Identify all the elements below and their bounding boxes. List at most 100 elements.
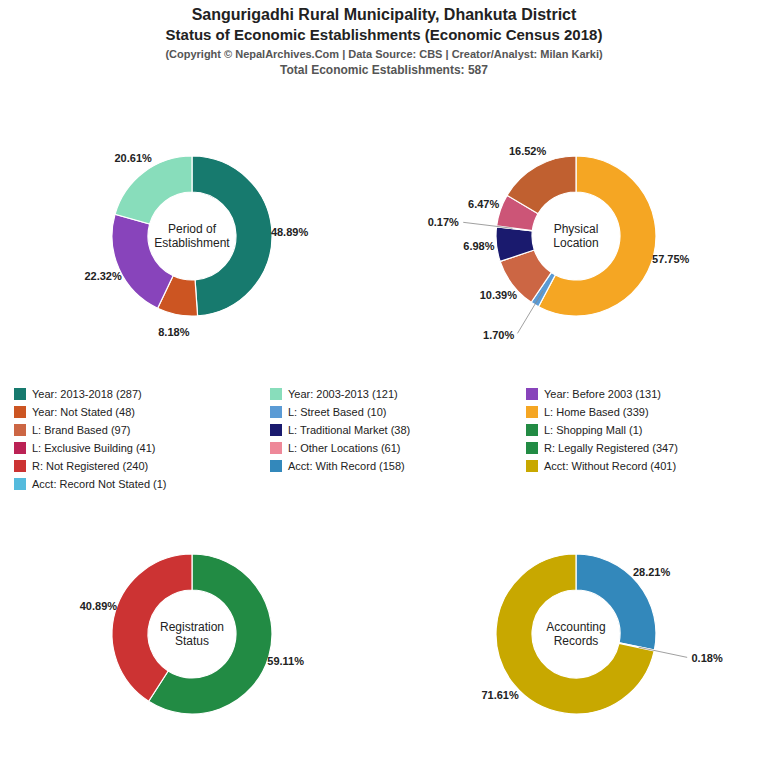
data-label: 20.61%	[114, 152, 152, 164]
data-labels: 57.75%1.70%10.39%6.98%0.17%6.47%16.52%	[428, 145, 690, 341]
data-label: 71.61%	[481, 689, 519, 701]
legend-label: R: Not Registered (240)	[32, 460, 148, 472]
legend-label: R: Legally Registered (347)	[544, 442, 678, 454]
legend-label: L: Street Based (10)	[288, 406, 386, 418]
legend-item: Acct: Without Record (401)	[526, 460, 676, 472]
legend-item: L: Street Based (10)	[270, 406, 386, 418]
slice	[496, 227, 534, 262]
legend-swatch	[526, 442, 538, 454]
leader-line	[463, 222, 512, 228]
center-label-line: Physical	[554, 222, 599, 236]
center-label-line: Period of	[168, 222, 217, 236]
legend-swatch	[14, 388, 26, 400]
donut-chart: AccountingRecords 28.21% 0.18% 71.61%	[481, 554, 723, 714]
legend-label: L: Brand Based (97)	[32, 424, 130, 436]
legend-item: L: Traditional Market (38)	[270, 424, 410, 436]
legend-label: Acct: Record Not Stated (1)	[32, 478, 167, 490]
data-label: 1.70%	[483, 329, 514, 341]
data-label: 0.17%	[428, 216, 459, 228]
legend-swatch	[14, 406, 26, 418]
slices	[112, 156, 272, 316]
data-label: 0.18%	[692, 652, 723, 664]
legend-label: L: Other Locations (61)	[288, 442, 401, 454]
data-label: 22.32%	[84, 270, 122, 282]
slice	[507, 156, 576, 214]
data-labels: 48.89% 8.18% 22.32% 20.61%	[84, 152, 308, 338]
legend-swatch	[526, 424, 538, 436]
legend-label: L: Exclusive Building (41)	[32, 442, 156, 454]
legend-label: Year: 2013-2018 (287)	[32, 388, 142, 400]
center-label-line: Accounting	[546, 620, 605, 634]
data-label: 6.98%	[463, 240, 494, 252]
annotation: (Copyright © NepalArchives.Com | Data So…	[165, 48, 603, 60]
legend-item: Acct: With Record (158)	[270, 460, 405, 472]
legend-item: Year: Before 2003 (131)	[526, 388, 661, 400]
legend-label: Year: 2003-2013 (121)	[288, 388, 398, 400]
data-label: 40.89%	[80, 600, 118, 612]
legend-item: Year: Not Stated (48)	[14, 406, 135, 418]
legend-label: Acct: With Record (158)	[288, 460, 405, 472]
legend-swatch	[14, 478, 26, 490]
legend-item: Year: 2003-2013 (121)	[270, 388, 398, 400]
leader-line	[639, 647, 688, 657]
center-label-line: Registration	[160, 620, 224, 634]
legend-item: L: Home Based (339)	[526, 406, 649, 418]
legend-swatch	[526, 460, 538, 472]
center-label: Period ofEstablishment	[154, 222, 230, 250]
slice	[496, 554, 654, 714]
legend-label: L: Home Based (339)	[544, 406, 649, 418]
legend-swatch	[270, 406, 282, 418]
legend-item: R: Not Registered (240)	[14, 460, 148, 472]
data-label: 6.47%	[468, 198, 499, 210]
data-label: 16.52%	[509, 145, 547, 157]
slice	[115, 156, 192, 224]
center-label: AccountingRecords	[546, 620, 605, 648]
legend-swatch	[14, 424, 26, 436]
legend-item: L: Shopping Mall (1)	[526, 424, 642, 436]
legend-item: R: Legally Registered (347)	[526, 442, 678, 454]
annotation: Total Economic Establishments: 587	[280, 63, 488, 77]
legend-swatch	[14, 442, 26, 454]
legend-item: L: Other Locations (61)	[270, 442, 401, 454]
donut-chart: PhysicalLocation57.75%1.70%10.39%6.98%0.…	[428, 145, 690, 341]
center-label: RegistrationStatus	[160, 620, 224, 648]
slice	[112, 214, 173, 308]
chart-root: Sangurigadhi Rural Municipality, Dhankut…	[0, 0, 768, 768]
center-label-line: Establishment	[154, 236, 230, 250]
header: Sangurigadhi Rural Municipality, Dhankut…	[165, 6, 603, 77]
legend-label: Acct: Without Record (401)	[544, 460, 676, 472]
center-label-line: Location	[553, 236, 598, 250]
legend-item: L: Brand Based (97)	[14, 424, 130, 436]
data-label: 8.18%	[158, 326, 189, 338]
legend: Year: 2013-2018 (287) Year: 2003-2013 (12…	[14, 388, 678, 490]
legend-swatch	[526, 406, 538, 418]
legend-swatch	[270, 388, 282, 400]
legend-item: L: Exclusive Building (41)	[14, 442, 156, 454]
data-labels: 28.21% 0.18% 71.61%	[481, 566, 723, 701]
legend-swatch	[14, 460, 26, 472]
data-label: 10.39%	[480, 289, 518, 301]
legend-label: L: Traditional Market (38)	[288, 424, 410, 436]
leader-line	[517, 291, 543, 334]
slices	[496, 156, 656, 316]
legend-label: Year: Not Stated (48)	[32, 406, 135, 418]
legend-swatch	[526, 388, 538, 400]
center-label: PhysicalLocation	[553, 222, 598, 250]
legend-swatch	[270, 460, 282, 472]
legend-swatch	[270, 424, 282, 436]
legend-item: Acct: Record Not Stated (1)	[14, 478, 167, 490]
slices	[112, 554, 272, 714]
data-labels: 59.11% 40.89%	[80, 600, 304, 667]
data-label: 48.89%	[271, 226, 309, 238]
data-label: 28.21%	[633, 566, 671, 578]
legend-label: L: Shopping Mall (1)	[544, 424, 642, 436]
legend-label: Year: Before 2003 (131)	[544, 388, 661, 400]
legend-item: Year: 2013-2018 (287)	[14, 388, 142, 400]
center-label-line: Status	[175, 634, 209, 648]
center-label-line: Records	[554, 634, 599, 648]
subtitle: Status of Economic Establishments (Econo…	[166, 26, 603, 43]
donut-chart: Period ofEstablishment 48.89% 8.18% 22.32% 2…	[84, 152, 308, 338]
data-label: 59.11%	[267, 655, 304, 667]
donut-chart: RegistrationStatus 59.11% 40.89%	[80, 554, 304, 714]
title: Sangurigadhi Rural Municipality, Dhankut…	[192, 6, 577, 23]
